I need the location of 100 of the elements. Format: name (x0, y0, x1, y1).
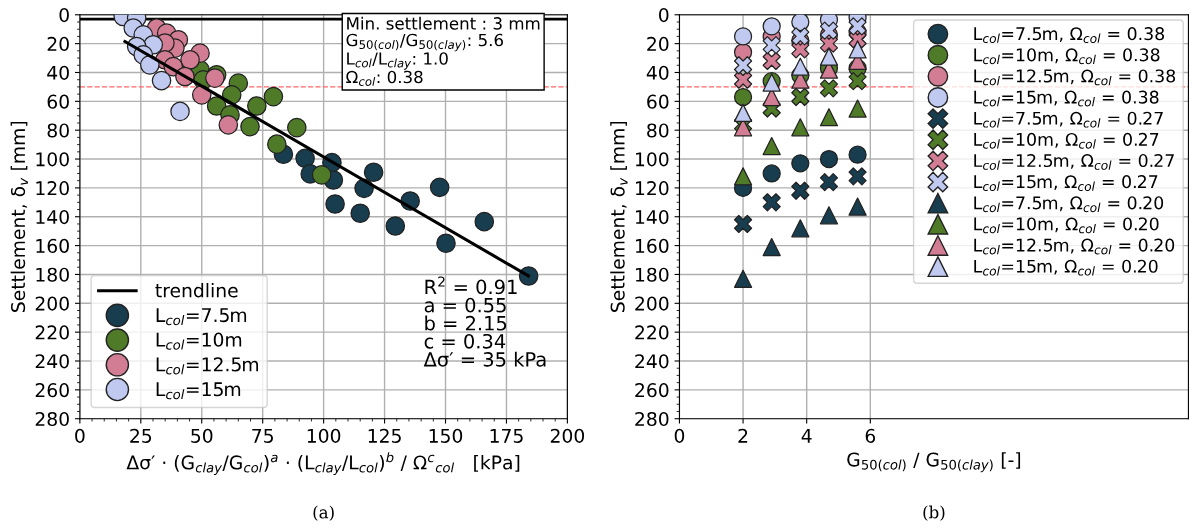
point (151, 70, 172, 91)
y-tick-label: 280 (35, 411, 69, 427)
legend-label: L$_{col}$=15m, Ω$_{col}$ = 0.20 (974, 259, 1158, 276)
point (311, 165, 332, 185)
text: Δσ′ · (G$_{clay}$/G$_{col}$)$^{a}$ · (L$_{clay}$/L$_{col}$)$^{b}$ / Ω$^{c}$$_{col}$ [kPa] (126, 452, 520, 476)
point (240, 116, 260, 137)
x-axis-title: G$_{50(col)}$ / G$_{50(clay)}$ [-] (847, 452, 1021, 473)
legend-label: L$_{col}$=7.5m (156, 308, 247, 326)
x-tick-label: 4 (801, 429, 812, 443)
point (762, 193, 781, 212)
point (848, 197, 867, 216)
point (848, 40, 867, 59)
point (791, 118, 810, 137)
y-tick-label: 80 (47, 123, 69, 138)
y-tick-label: 200 (35, 296, 69, 311)
point (791, 154, 810, 173)
y-tick-label: 220 (635, 325, 669, 340)
point (733, 87, 753, 107)
y-tick-label: 40 (646, 65, 669, 80)
legend-label: L$_{col}$=15m, Ω$_{col}$ = 0.27 (974, 175, 1158, 192)
point (733, 56, 753, 75)
point (819, 47, 839, 66)
legend-label: L$_{col}$=10m, Ω$_{col}$ = 0.38 (974, 48, 1160, 65)
point (819, 79, 839, 98)
x-tick-label: 50 (191, 428, 213, 443)
x-tick-label: 2 (738, 428, 748, 443)
point (848, 167, 867, 186)
y-tick-label: 0 (659, 7, 669, 23)
y-tick-label: 100 (36, 152, 69, 167)
point (733, 214, 753, 234)
point (791, 27, 810, 46)
x-tick-label: 175 (490, 429, 523, 443)
point (436, 233, 456, 254)
x-tick-label: 125 (368, 428, 401, 443)
y-tick-label: 200 (635, 296, 669, 311)
y-tick-label: 140 (36, 209, 69, 225)
point (791, 87, 810, 107)
legend-label: L$_{col}$=10m (156, 332, 242, 350)
legend-label: L$_{col}$=10m, Ω$_{col}$ = 0.27 (974, 132, 1159, 149)
y-tick-label: 260 (635, 383, 669, 398)
point (791, 14, 810, 32)
point (762, 51, 781, 71)
y-tick-label: 20 (647, 36, 669, 52)
point (848, 145, 867, 164)
point (263, 86, 284, 107)
point (733, 27, 753, 46)
point (429, 177, 450, 198)
legend-label: L$_{col}$=12.5m (156, 357, 258, 375)
x-tick-label: 0 (674, 428, 685, 443)
legend-label: L$_{col}$=7.5m, Ω$_{col}$ = 0.20 (974, 196, 1164, 213)
y-tick-label: 160 (36, 238, 69, 253)
y-tick-label: 280 (635, 411, 669, 427)
y-tick-label: 240 (35, 354, 69, 369)
y-tick-label: 120 (635, 181, 669, 196)
point (819, 172, 839, 192)
legend-label: L$_{col}$=7.5m, Ω$_{col}$ = 0.38 (974, 27, 1165, 44)
x-tick-label: 75 (252, 429, 273, 443)
text: Min. settlement : 3 mm G$_{50(col)}$/G$_{50(clay)}$: 5.6 L$_{col}$/L$_{clay}$: 1.0 Ω$_{col}$: 0.38 (346, 16, 540, 86)
point (762, 237, 781, 257)
y-tick-label: 240 (635, 354, 669, 369)
x-tick-label: 0 (75, 428, 85, 443)
point (819, 149, 839, 169)
text: (a) (313, 505, 334, 521)
point (733, 269, 753, 288)
y-tick-label: 260 (35, 383, 69, 398)
point (325, 194, 345, 214)
point (819, 21, 839, 40)
legend-label: L$_{col}$=12.5m, Ω$_{col}$ = 0.27 (974, 153, 1174, 170)
point (385, 216, 406, 236)
point (350, 203, 371, 224)
point (218, 115, 239, 135)
y-tick-label: 180 (36, 267, 69, 282)
text: (b) (923, 505, 945, 521)
legend-label: L$_{col}$=7.5m, Ω$_{col}$ = 0.27 (974, 111, 1163, 128)
point (733, 103, 753, 123)
y-tick-label: 40 (47, 65, 69, 80)
x-tick-label: 150 (429, 428, 463, 443)
point (762, 136, 781, 156)
legend-label: L$_{col}$=10m, Ω$_{col}$ = 0.20 (974, 217, 1159, 234)
y-tick-label: 120 (36, 181, 69, 196)
point (791, 57, 810, 76)
annotation: R$^{2}$ = 0.91 a = 0.55 b = 2.15 c = 0.34 Δσ′ = 35 kPa (423, 276, 546, 367)
legend-label: L$_{col}$=15m (156, 382, 241, 400)
y-tick-label: 180 (635, 267, 669, 282)
legend-label: trendline (155, 282, 238, 298)
point (267, 134, 287, 154)
y-tick-label: 140 (635, 209, 669, 225)
y-tick-label: 60 (47, 94, 69, 109)
x-tick-label: 25 (130, 428, 152, 443)
y-tick-label: 160 (635, 238, 669, 253)
point (287, 117, 307, 138)
point (170, 101, 190, 122)
point (819, 206, 839, 225)
point (733, 167, 753, 186)
point (848, 72, 867, 91)
y-tick-label: 20 (47, 36, 69, 52)
x-tick-label: 100 (307, 428, 341, 443)
point (733, 70, 753, 89)
point (791, 181, 810, 200)
point (247, 96, 267, 116)
